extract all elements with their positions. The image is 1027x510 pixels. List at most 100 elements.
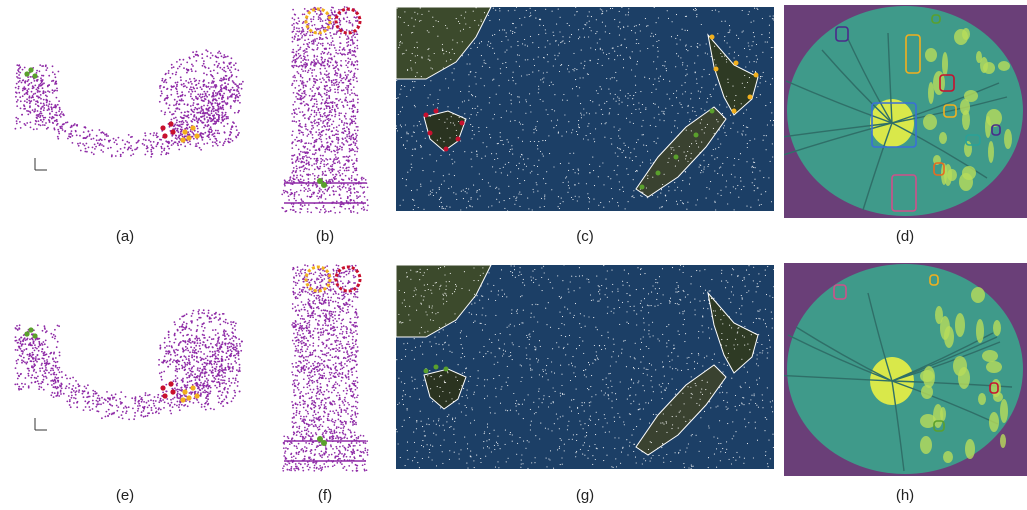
sample-point: [629, 56, 631, 58]
sample-point: [450, 186, 453, 188]
cloud-point: [56, 135, 59, 138]
cloud-point: [299, 169, 302, 172]
sample-point: [636, 60, 639, 62]
sample-point: [602, 113, 604, 115]
cloud-point: [100, 139, 103, 141]
cloud-point: [315, 138, 318, 141]
cloud-point: [221, 98, 223, 100]
sample-point: [468, 99, 470, 101]
cloud-point: [291, 120, 294, 122]
cloud-point: [327, 73, 329, 76]
sample-point: [695, 140, 697, 142]
cloud-point: [323, 113, 325, 115]
cloud-point: [205, 85, 208, 88]
cloud-point: [41, 87, 44, 90]
cloud-point: [190, 379, 193, 382]
sample-point: [588, 20, 590, 22]
sample-point: [700, 108, 702, 110]
sample-point: [518, 65, 521, 67]
cloud-point: [235, 374, 238, 377]
sample-point: [525, 101, 527, 103]
cloud-point: [174, 141, 177, 144]
cloud-point: [291, 183, 294, 186]
cloud-point: [173, 403, 176, 406]
cloud-point: [144, 132, 147, 134]
cloud-point: [105, 135, 108, 137]
north-island: [707, 33, 759, 116]
cloud-point: [327, 60, 330, 63]
vessel: [891, 82, 1000, 124]
sample-point: [685, 158, 687, 160]
cloud-point: [218, 383, 221, 386]
cloud-point: [219, 79, 221, 82]
cloud-point: [64, 130, 66, 133]
cloud-point: [303, 104, 306, 107]
cloud-point: [311, 97, 313, 100]
cloud-point: [33, 80, 36, 82]
cloud-point: [334, 153, 337, 156]
sample-point: [688, 183, 691, 185]
cloud-point: [87, 146, 90, 149]
cloud-point: [321, 44, 324, 47]
cloud-point: [353, 53, 355, 56]
sample-point: [476, 155, 478, 157]
sample-point: [618, 135, 620, 137]
cloud-point: [317, 134, 320, 136]
cloud-point: [36, 95, 38, 97]
cloud-point: [335, 72, 337, 75]
sample-point: [522, 43, 524, 45]
sample-point: [436, 160, 438, 162]
sample-point: [587, 208, 590, 210]
sample-point: [640, 111, 642, 114]
cloud-point: [334, 81, 337, 84]
cloud-point: [42, 118, 45, 121]
cloud-point: [233, 122, 235, 124]
sample-point: [475, 96, 477, 98]
sample-point: [714, 200, 716, 202]
sample-point: [647, 150, 649, 152]
cloud-point: [149, 132, 152, 135]
sample-point: [443, 141, 445, 143]
cloud-point: [299, 129, 301, 132]
cloud-point: [215, 94, 217, 97]
sample-point: [523, 163, 526, 165]
cloud-point: [303, 57, 306, 60]
sample-point: [417, 13, 419, 15]
cloud-point: [320, 27, 323, 29]
sample-point: [727, 32, 729, 34]
sample-point: [594, 49, 597, 51]
sample-point: [644, 18, 646, 20]
cloud-point: [353, 129, 356, 132]
sample-point: [754, 178, 756, 180]
cloud-point: [341, 146, 343, 149]
cloud-point: [313, 120, 315, 123]
cloud-point: [321, 130, 324, 132]
sample-point: [657, 50, 659, 52]
cloud-point: [294, 101, 296, 103]
sample-point: [703, 168, 705, 170]
cloud-point: [303, 33, 305, 36]
cloud-point: [191, 97, 194, 100]
cloud-point: [202, 365, 205, 368]
sample-point: [520, 156, 522, 158]
sample-point: [752, 165, 754, 167]
sample-point: [741, 31, 743, 33]
cloud-point: [325, 179, 328, 182]
sample-point: [698, 146, 700, 148]
cloud-point: [230, 128, 233, 130]
sample-point: [580, 62, 582, 64]
cloud-point: [221, 104, 224, 107]
cloud-point: [215, 109, 217, 111]
cloud-point: [330, 57, 332, 60]
cloud-point: [345, 167, 348, 170]
cloud-point: [349, 194, 351, 197]
cloud-point: [335, 158, 337, 161]
sample-point: [619, 89, 621, 91]
sample-point: [494, 33, 496, 36]
cloud-point: [327, 121, 329, 124]
sample-point: [611, 143, 613, 145]
sample-point: [621, 7, 623, 8]
region-outline: [871, 102, 917, 148]
sample-point: [647, 175, 649, 177]
cloud-point: [41, 357, 44, 360]
